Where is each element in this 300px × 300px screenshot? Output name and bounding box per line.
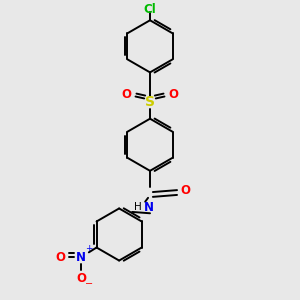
Text: O: O [181, 184, 191, 196]
Text: O: O [76, 272, 86, 285]
Text: S: S [145, 95, 155, 109]
Text: O: O [168, 88, 178, 101]
Text: N: N [144, 201, 154, 214]
Text: Cl: Cl [144, 3, 156, 16]
Text: O: O [55, 251, 65, 264]
Text: N: N [76, 251, 86, 264]
Text: +: + [85, 244, 93, 253]
Text: −: − [85, 279, 93, 289]
Text: H: H [134, 202, 141, 212]
Text: O: O [122, 88, 132, 101]
